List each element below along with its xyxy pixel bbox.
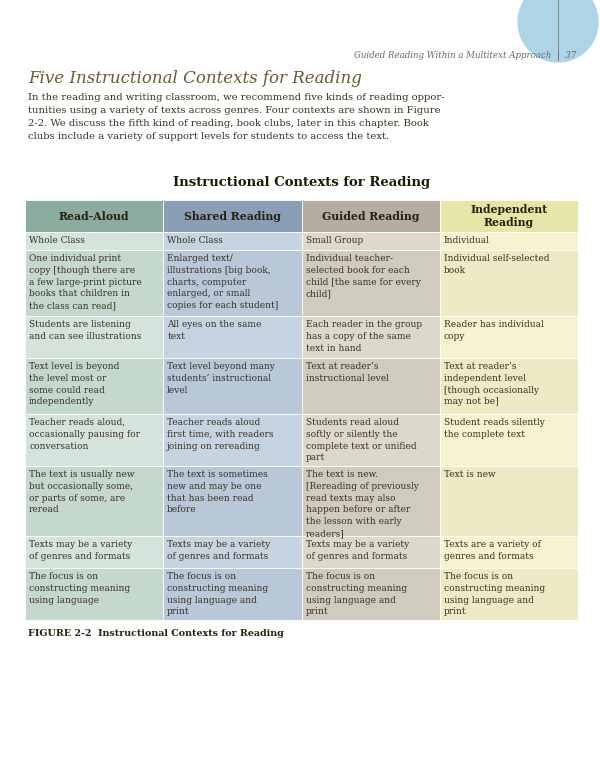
Text: Shared Reading: Shared Reading: [184, 210, 281, 222]
Bar: [25, 232, 163, 250]
Bar: [163, 466, 302, 536]
Text: The focus is on
constructing meaning
using language and
print: The focus is on constructing meaning usi…: [167, 572, 268, 616]
Bar: [302, 536, 440, 568]
Text: Individual teacher-
selected book for each
child [the same for every
child]: Individual teacher- selected book for ea…: [305, 254, 421, 299]
Bar: [440, 232, 578, 250]
Text: Whole Class: Whole Class: [29, 236, 85, 245]
Bar: [440, 250, 578, 316]
Text: In the reading and writing classroom, we recommend five kinds of reading oppor-
: In the reading and writing classroom, we…: [28, 93, 445, 140]
Text: Text level is beyond
the level most or
some could read
independently: Text level is beyond the level most or s…: [29, 362, 119, 406]
Bar: [440, 200, 578, 232]
Text: Each reader in the group
has a copy of the same
text in hand: Each reader in the group has a copy of t…: [305, 320, 422, 353]
Text: Enlarged text/
illustrations [big book,
charts, computer
enlarged, or small
copi: Enlarged text/ illustrations [big book, …: [167, 254, 278, 310]
Text: Texts may be a variety
of genres and formats: Texts may be a variety of genres and for…: [167, 540, 271, 561]
Bar: [25, 536, 163, 568]
Text: Individual self-selected
book: Individual self-selected book: [444, 254, 549, 275]
Text: Instructional Contexts for Reading: Instructional Contexts for Reading: [173, 176, 431, 189]
Bar: [163, 250, 302, 316]
Bar: [440, 466, 578, 536]
Text: Texts may be a variety
of genres and formats: Texts may be a variety of genres and for…: [29, 540, 132, 561]
Text: Read-Aloud: Read-Aloud: [59, 210, 130, 222]
Bar: [25, 200, 163, 232]
Bar: [163, 200, 302, 232]
Bar: [25, 568, 163, 620]
Bar: [302, 568, 440, 620]
Bar: [163, 414, 302, 466]
Bar: [163, 536, 302, 568]
Text: The focus is on
constructing meaning
using language and
print: The focus is on constructing meaning usi…: [444, 572, 545, 616]
Bar: [25, 250, 163, 316]
Text: Text at reader’s
instructional level: Text at reader’s instructional level: [305, 362, 388, 383]
Bar: [302, 200, 440, 232]
Bar: [163, 316, 302, 358]
Text: Text level beyond many
students’ instructional
level: Text level beyond many students’ instruc…: [167, 362, 275, 394]
Bar: [440, 536, 578, 568]
Text: Individual: Individual: [444, 236, 490, 245]
Bar: [302, 358, 440, 414]
Text: Students are listening
and can see illustrations: Students are listening and can see illus…: [29, 320, 142, 341]
Text: Texts are a variety of
genres and formats: Texts are a variety of genres and format…: [444, 540, 541, 561]
Text: Teacher reads aloud,
occasionally pausing for
conversation: Teacher reads aloud, occasionally pausin…: [29, 418, 140, 451]
Text: Teacher reads aloud
first time, with readers
joining on rereading: Teacher reads aloud first time, with rea…: [167, 418, 274, 451]
Bar: [25, 316, 163, 358]
Bar: [302, 414, 440, 466]
Bar: [440, 414, 578, 466]
Text: The text is new.
[Rereading of previously
read texts may also
happen before or a: The text is new. [Rereading of previousl…: [305, 470, 418, 538]
Text: FIGURE 2-2  Instructional Contexts for Reading: FIGURE 2-2 Instructional Contexts for Re…: [28, 629, 284, 638]
Bar: [302, 316, 440, 358]
Text: Student reads silently
the complete text: Student reads silently the complete text: [444, 418, 545, 439]
Bar: [302, 250, 440, 316]
Text: Five Instructional Contexts for Reading: Five Instructional Contexts for Reading: [28, 70, 362, 87]
Bar: [25, 414, 163, 466]
Text: Guided Reading Within a Multitext Approach  |  37: Guided Reading Within a Multitext Approa…: [354, 50, 576, 60]
Bar: [440, 316, 578, 358]
Text: The focus is on
constructing meaning
using language and
print: The focus is on constructing meaning usi…: [305, 572, 407, 616]
Bar: [302, 232, 440, 250]
Bar: [163, 232, 302, 250]
Text: Small Group: Small Group: [305, 236, 363, 245]
Text: The focus is on
constructing meaning
using language: The focus is on constructing meaning usi…: [29, 572, 130, 604]
Bar: [163, 358, 302, 414]
Text: Text at reader’s
independent level
[though occasionally
may not be]: Text at reader’s independent level [thou…: [444, 362, 539, 406]
Text: Text is new: Text is new: [444, 470, 496, 479]
Circle shape: [518, 0, 598, 62]
Text: The text is sometimes
new and may be one
that has been read
before: The text is sometimes new and may be one…: [167, 470, 268, 514]
Text: Texts may be a variety
of genres and formats: Texts may be a variety of genres and for…: [305, 540, 409, 561]
Text: The text is usually new
but occasionally some,
or parts of some, are
reread: The text is usually new but occasionally…: [29, 470, 134, 514]
Text: Reader has individual
copy: Reader has individual copy: [444, 320, 544, 341]
Text: One individual print
copy [though there are
a few large-print picture
books that: One individual print copy [though there …: [29, 254, 142, 310]
Bar: [25, 358, 163, 414]
Text: Guided Reading: Guided Reading: [322, 210, 419, 222]
Bar: [25, 466, 163, 536]
Text: All eyes on the same
text: All eyes on the same text: [167, 320, 262, 341]
Text: Whole Class: Whole Class: [167, 236, 223, 245]
Text: Students read aloud
softly or silently the
complete text or unified
part: Students read aloud softly or silently t…: [305, 418, 416, 463]
Bar: [163, 568, 302, 620]
Bar: [302, 466, 440, 536]
Text: Independent
Reading: Independent Reading: [470, 204, 548, 228]
Bar: [440, 568, 578, 620]
Bar: [440, 358, 578, 414]
